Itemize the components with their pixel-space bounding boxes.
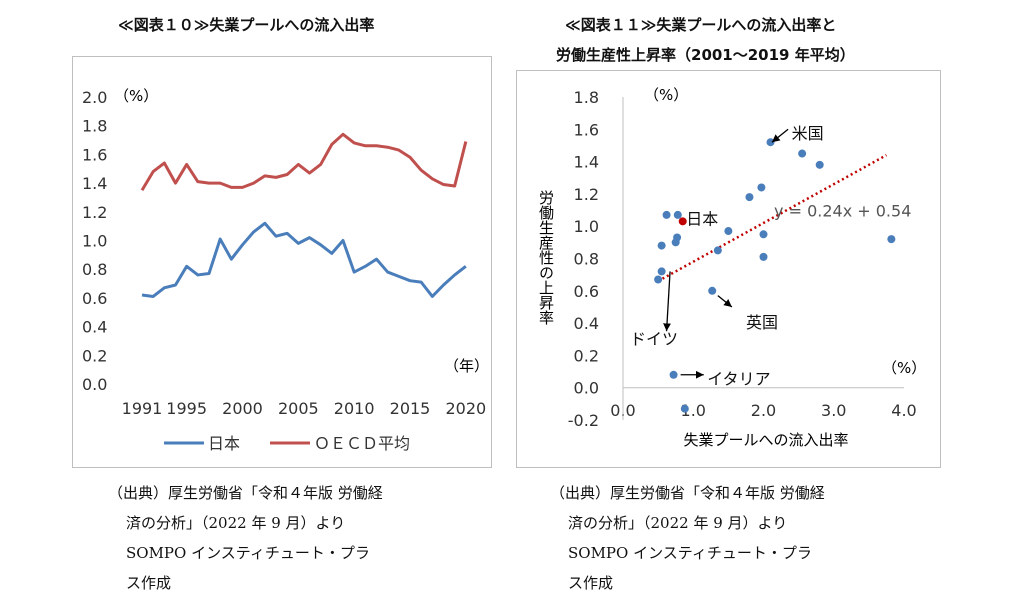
left-y-tick-label: 1.6 — [82, 145, 107, 164]
left-chart-title: ≪図表１０≫失業プールへの流入出率 — [118, 16, 375, 34]
right-y-tick-label: 1.0 — [574, 217, 599, 236]
left-line-chart: 0.0 0.2 0.4 0.6 0.8 1.0 1.2 1.4 1.6 1.8 2.0 1991 19… — [72, 56, 492, 468]
annotation-arrow — [717, 295, 733, 308]
scatter-point — [815, 160, 824, 169]
right-caption-line: 済の分析」（2022 年 9 月）より — [568, 514, 788, 532]
left-y-tick-label: 0.8 — [82, 260, 107, 279]
right-unit-label-y: （%） — [644, 86, 688, 104]
annotation-arrow — [771, 128, 789, 143]
scatter-point — [766, 138, 775, 147]
scatter-point — [657, 241, 666, 250]
scatter-point — [887, 235, 896, 244]
right-caption-line: （出典）厚生労働省「令和４年版 労働経 — [550, 484, 825, 502]
scatter-point — [708, 286, 717, 295]
right-y-tick-label: 0.6 — [574, 282, 599, 301]
right-scatter-chart: -0.20.00.20.40.60.81.01.21.41.61.8 0.0 1.… — [516, 70, 941, 468]
left-caption-line: 済の分析」（2022 年 9 月）より — [126, 514, 346, 532]
scatter-point — [745, 193, 754, 202]
right-y-tick-label: 1.6 — [574, 120, 599, 139]
right-y-tick-label: -0.2 — [568, 411, 599, 430]
annotation-label: 英国 — [746, 313, 778, 332]
left-x-tick-label: 2020 — [445, 399, 486, 418]
right-y-tick-label: 0.0 — [574, 379, 599, 398]
right-x-tick-label: 3.0 — [821, 401, 846, 420]
right-x-tick-label: 4.0 — [891, 401, 916, 420]
scatter-point — [678, 217, 687, 226]
left-x-tick-label: 1991 — [122, 399, 163, 418]
left-x-tick-label: 2010 — [334, 399, 375, 418]
right-chart-title-line1: ≪図表１１≫失業プールへの流入出率と — [565, 16, 837, 34]
right-x-axis-label: 失業プールへの流入出率 — [683, 431, 848, 449]
left-y-tick-label: 1.2 — [82, 203, 107, 222]
right-y-tick-label: 0.2 — [574, 346, 599, 365]
left-y-tick-label: 0.6 — [82, 289, 107, 308]
right-unit-label-x: （%） — [882, 359, 926, 377]
left-x-tick-label: 2005 — [278, 399, 319, 418]
scatter-point — [759, 252, 768, 261]
annotation-arrow — [663, 271, 671, 332]
series-line-1 — [140, 132, 468, 192]
annotation-label: イタリア — [707, 370, 770, 389]
left-caption-line: （出典）厚生労働省「令和４年版 労働経 — [108, 484, 383, 502]
scatter-point — [757, 183, 766, 192]
right-y-tick-label: 1.2 — [574, 185, 599, 204]
left-y-tick-label: 1.0 — [82, 232, 107, 251]
right-x-tick-label: 2.0 — [751, 401, 776, 420]
scatter-point — [724, 227, 733, 236]
scatter-point — [673, 210, 682, 219]
scatter-point — [657, 267, 666, 276]
left-year-label: （年） — [444, 357, 489, 375]
annotation-label: ドイツ — [630, 329, 678, 348]
annotation-label: 日本 — [686, 210, 718, 229]
right-y-tick-label: 1.8 — [574, 88, 599, 107]
scatter-point — [654, 275, 663, 284]
scatter-point — [798, 149, 807, 158]
trendline-equation: y = 0.24x + 0.54 — [774, 202, 911, 221]
left-y-tick-label: 2.0 — [82, 88, 107, 107]
right-caption: （出典）厚生労働省「令和４年版 労働経 済の分析」（2022 年 9 月）より … — [550, 478, 825, 598]
left-caption: （出典）厚生労働省「令和４年版 労働経 済の分析」（2022 年 9 月）より … — [108, 478, 383, 598]
right-chart-title-line2: 労働生産性上昇率（2001～2019 年平均） — [556, 46, 855, 64]
right-caption-line: ス作成 — [568, 574, 614, 592]
left-x-tick-label: 2015 — [390, 399, 431, 418]
annotation-label: 米国 — [792, 124, 824, 143]
right-y-tick-label: 0.4 — [574, 314, 599, 333]
series-line-0 — [141, 221, 467, 298]
left-y-tick-label: 1.4 — [82, 174, 107, 193]
right-y-tick-label: 0.8 — [574, 250, 599, 269]
scatter-point — [680, 404, 689, 413]
left-x-tick-label: 1995 — [166, 399, 207, 418]
left-unit-label: （%） — [114, 87, 158, 105]
scatter-point — [759, 230, 768, 239]
left-caption-line: ス作成 — [126, 574, 172, 592]
scatter-point — [662, 210, 671, 219]
right-caption-line: SOMPO インスティチュート・プラ — [568, 544, 812, 562]
left-caption-line: SOMPO インスティチュート・プラ — [126, 544, 370, 562]
right-y-axis-label: 労働生産性の上昇率 — [537, 190, 555, 325]
right-y-tick-label: 1.4 — [574, 153, 599, 172]
scatter-point — [669, 370, 678, 379]
left-y-tick-label: 0.4 — [82, 318, 107, 337]
legend-label: 日本 — [208, 434, 240, 453]
left-y-tick-label: 0.2 — [82, 346, 107, 365]
trendline — [657, 154, 888, 283]
legend-label: ＯＥＣＤ平均 — [314, 434, 410, 453]
left-x-tick-label: 2000 — [222, 399, 263, 418]
left-y-tick-label: 0.0 — [82, 375, 107, 394]
left-y-tick-label: 1.8 — [82, 117, 107, 136]
scatter-point — [713, 246, 722, 255]
scatter-point — [673, 233, 682, 242]
